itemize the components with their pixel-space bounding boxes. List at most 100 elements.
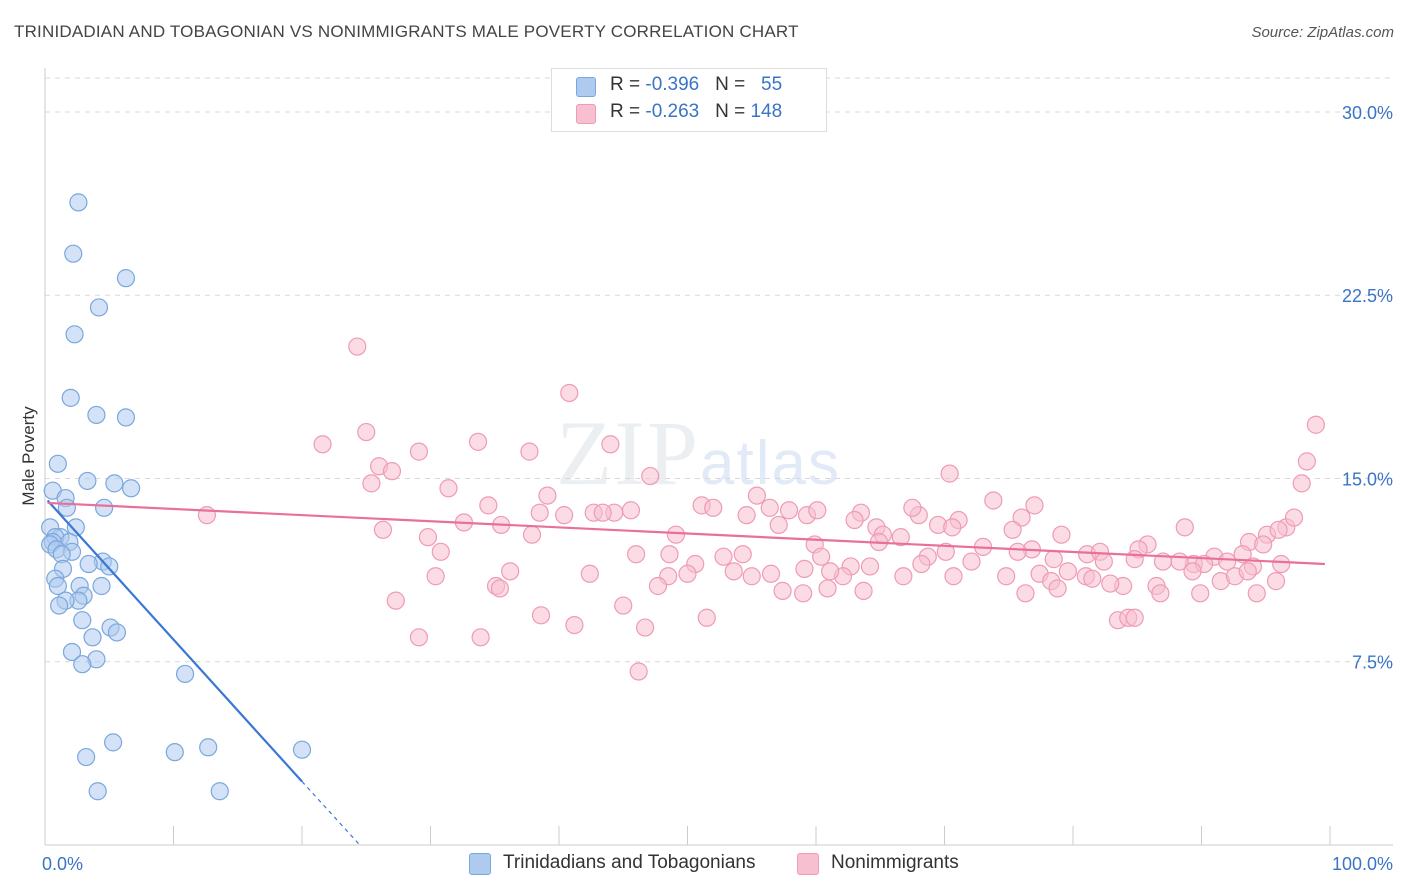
nonimmigrants-point bbox=[962, 552, 981, 571]
nonimmigrants-point bbox=[812, 547, 831, 566]
trinidadian-point bbox=[69, 193, 88, 212]
nonimmigrants-point bbox=[666, 525, 686, 544]
trinidadian-trend-line bbox=[46, 499, 303, 783]
nonimmigrants-point bbox=[761, 564, 781, 583]
nonimmigrants-point bbox=[418, 528, 438, 547]
trinidadian-trend-extension bbox=[301, 781, 361, 846]
nonimmigrants-point bbox=[1238, 562, 1257, 581]
nonimmigrants-trend-line bbox=[47, 501, 1325, 566]
correlation-legend: R = -0.396 N = 55 R = -0.263 N = 148 bbox=[551, 68, 827, 132]
bottom-legend-label: Nonimmigrants bbox=[831, 852, 959, 873]
y-tick-label: 7.5% bbox=[1352, 653, 1393, 673]
zipatlas-watermark: ZIPatlas bbox=[556, 400, 841, 506]
nonimmigrants-point bbox=[943, 518, 962, 537]
nonimmigrants-point bbox=[522, 525, 542, 544]
chart-title: TRINIDADIAN AND TOBAGONIAN VS NONIMMIGRA… bbox=[14, 22, 799, 41]
trinidadian-point bbox=[61, 388, 80, 407]
nonimmigrants-point bbox=[737, 506, 756, 525]
nonimmigrants-point bbox=[845, 510, 864, 530]
nonimmigrants-point bbox=[501, 562, 520, 581]
x-tick-label-min: 0.0% bbox=[42, 854, 83, 874]
nonimmigrants-point bbox=[1012, 508, 1031, 527]
nonimmigrants-point bbox=[555, 506, 574, 525]
trinidadian-point bbox=[48, 576, 67, 596]
x-axis-ticks bbox=[44, 826, 1331, 845]
nonimmigrants-point bbox=[1083, 569, 1102, 588]
trinidadian-point bbox=[121, 479, 141, 498]
trinidadian-point bbox=[88, 782, 107, 801]
bottom-legend-swatch-blue bbox=[469, 853, 491, 875]
trinidadian-point bbox=[50, 596, 69, 615]
y-axis-label: Male Poverty bbox=[19, 406, 38, 506]
nonimmigrants-point bbox=[1284, 508, 1304, 527]
nonimmigrants-point bbox=[808, 501, 827, 520]
y-tick-label: 15.0% bbox=[1342, 469, 1393, 489]
trinidadian-point bbox=[77, 747, 96, 767]
trinidadian-point bbox=[73, 655, 92, 674]
nonimmigrants-point bbox=[1175, 518, 1194, 537]
nonimmigrants-point bbox=[903, 498, 922, 517]
nonimmigrants-point bbox=[362, 474, 381, 493]
nonimmigrants-point bbox=[795, 559, 814, 578]
nonimmigrants-point bbox=[621, 501, 641, 520]
nonimmigrants-point bbox=[1183, 562, 1202, 581]
nonimmigrants-point bbox=[714, 547, 733, 566]
nonimmigrants-point bbox=[769, 515, 788, 535]
bottom-legend-label: Trinidadians and Tobagonians bbox=[503, 852, 756, 873]
nonimmigrants-point bbox=[747, 486, 766, 505]
nonimmigrants-point bbox=[1254, 535, 1273, 554]
legend-n-value: 148 bbox=[750, 101, 783, 122]
nonimmigrants-point bbox=[614, 596, 633, 615]
legend-r-label: R = bbox=[610, 101, 646, 122]
nonimmigrants-point bbox=[760, 498, 779, 517]
trinidadian-point bbox=[65, 325, 84, 344]
trinidadian-points bbox=[41, 193, 312, 801]
nonimmigrants-point bbox=[382, 462, 402, 481]
trinidadian-point bbox=[87, 405, 106, 425]
legend-n-label: N = bbox=[715, 101, 751, 122]
nonimmigrants-point bbox=[580, 564, 599, 583]
nonimmigrants-point bbox=[1247, 584, 1266, 603]
nonimmigrants-point bbox=[1297, 452, 1316, 471]
nonimmigrants-point bbox=[1003, 520, 1022, 539]
nonimmigrants-point bbox=[1125, 550, 1144, 569]
nonimmigrants-point bbox=[593, 503, 612, 522]
nonimmigrants-point bbox=[1306, 415, 1325, 434]
trinidadian-point bbox=[107, 623, 127, 642]
trinidadian-point bbox=[83, 628, 102, 647]
nonimmigrants-point bbox=[936, 542, 955, 561]
nonimmigrants-point bbox=[1025, 496, 1044, 515]
nonimmigrants-point bbox=[357, 422, 376, 442]
trinidadian-point bbox=[116, 269, 136, 288]
trinidadian-point bbox=[64, 244, 83, 263]
nonimmigrants-point bbox=[1266, 572, 1286, 591]
nonimmigrants-point bbox=[997, 567, 1016, 586]
watermark-sub: atlas bbox=[700, 429, 841, 498]
nonimmigrants-point bbox=[471, 628, 490, 647]
nonimmigrants-point bbox=[1058, 562, 1077, 581]
nonimmigrants-point bbox=[1269, 520, 1288, 539]
nonimmigrants-point bbox=[860, 557, 880, 576]
nonimmigrants-point bbox=[386, 591, 405, 610]
nonimmigrants-point bbox=[912, 554, 931, 574]
legend-n-value: 55 bbox=[761, 74, 783, 95]
nonimmigrants-point bbox=[313, 435, 332, 454]
trinidadian-point bbox=[95, 498, 114, 517]
trinidadian-point bbox=[105, 474, 124, 493]
nonimmigrants-point bbox=[468, 432, 488, 451]
trinidadian-point bbox=[73, 611, 92, 630]
nonimmigrants-point bbox=[409, 442, 429, 461]
trinidadian-point bbox=[92, 576, 111, 596]
nonimmigrants-point bbox=[678, 564, 697, 583]
trinidadian-point bbox=[79, 554, 98, 574]
trinidadian-point bbox=[104, 733, 123, 752]
trinidadian-point bbox=[78, 471, 97, 491]
legend-r-value: -0.263 bbox=[645, 101, 700, 122]
watermark-main: ZIP bbox=[556, 402, 700, 504]
legend-r-label: R = bbox=[610, 74, 646, 95]
nonimmigrants-point bbox=[724, 562, 743, 581]
nonimmigrants-point bbox=[629, 662, 648, 681]
trinidadian-point bbox=[100, 557, 119, 576]
nonimmigrants-point bbox=[530, 503, 549, 522]
